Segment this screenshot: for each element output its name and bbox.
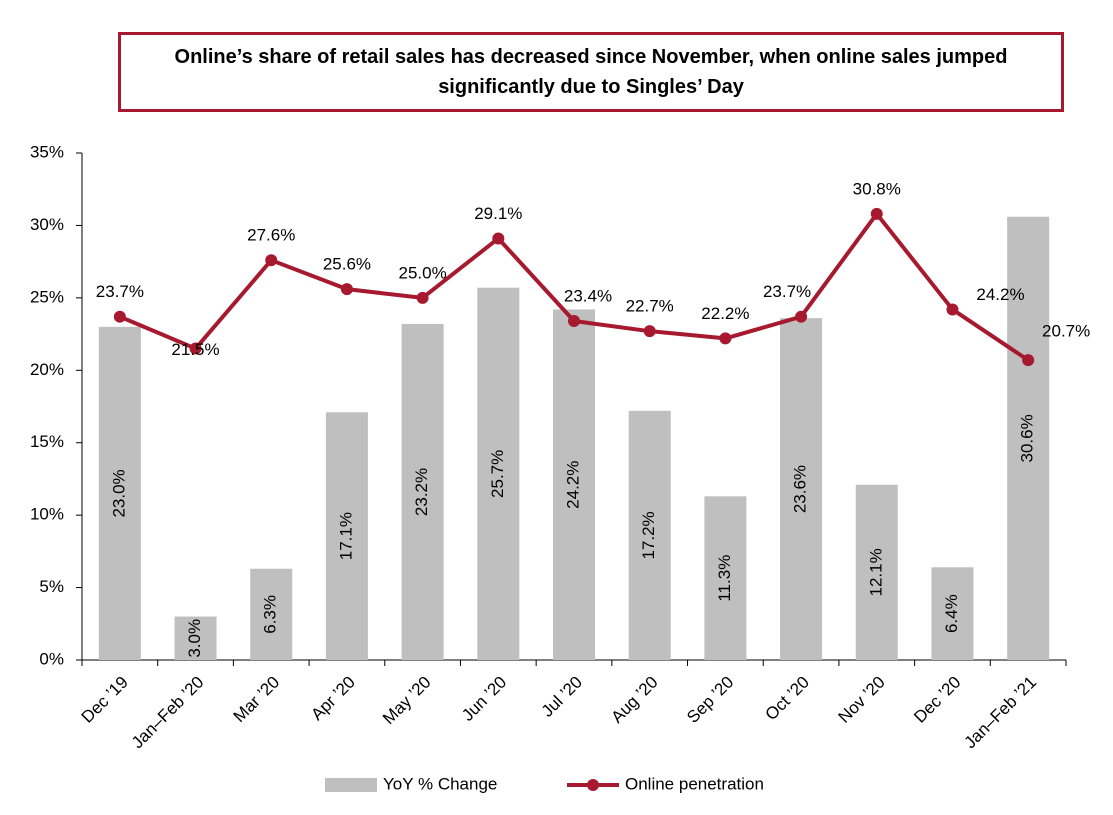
line-value-label: 21.5% <box>171 340 219 359</box>
bar <box>628 410 671 660</box>
line-value-label: 23.4% <box>564 287 612 306</box>
x-tick-label: Dec ’19 <box>78 673 132 727</box>
line-marker <box>265 254 278 267</box>
line-marker <box>113 310 126 323</box>
line-marker <box>870 207 883 220</box>
line-marker <box>492 232 505 245</box>
y-tick-label: 5% <box>39 577 64 596</box>
legend-label: YoY % Change <box>383 774 497 793</box>
bar-value-label: 17.1% <box>336 512 355 560</box>
bar <box>1007 216 1050 661</box>
line-marker <box>189 342 202 355</box>
bar-value-label: 23.0% <box>109 469 128 517</box>
line-value-label: 24.2% <box>976 285 1024 304</box>
bar <box>325 412 368 660</box>
bar-value-label: 6.3% <box>261 595 280 634</box>
legend-label: Online penetration <box>625 774 764 793</box>
legend-swatch <box>325 778 377 792</box>
line-value-label: 22.7% <box>626 297 674 316</box>
line-value-label: 23.7% <box>763 282 811 301</box>
line-marker <box>643 325 656 338</box>
bar <box>250 568 293 660</box>
line-marker <box>795 310 808 323</box>
line-value-label: 20.7% <box>1042 322 1090 341</box>
bar-value-label: 6.4% <box>942 594 961 633</box>
bar-value-label: 30.6% <box>1018 414 1037 462</box>
line-marker <box>568 315 580 328</box>
y-tick-label: 15% <box>30 432 64 451</box>
bar <box>931 567 974 660</box>
y-tick-label: 10% <box>30 505 64 524</box>
chart-title: Online’s share of retail sales has decre… <box>118 32 1064 112</box>
line-marker <box>719 332 732 345</box>
bar-value-label: 23.6% <box>791 465 810 513</box>
bar <box>553 309 595 660</box>
line-value-label: 23.7% <box>96 282 144 301</box>
line-value-label: 25.0% <box>399 263 447 282</box>
bar <box>780 318 823 660</box>
y-tick-label: 0% <box>39 649 64 668</box>
bar <box>174 616 217 660</box>
bar-value-label: 3.0% <box>185 619 204 658</box>
line-marker <box>1022 354 1035 367</box>
bar <box>704 496 747 660</box>
x-tick-label: Jan–Feb ’21 <box>961 673 1041 753</box>
x-tick-label: Jul ’20 <box>538 673 586 721</box>
x-tick-label: Sep ’20 <box>683 673 737 727</box>
bar-value-label: 24.2% <box>563 461 582 509</box>
bar <box>477 287 520 660</box>
y-tick-label: 25% <box>30 287 64 306</box>
bar <box>855 484 898 660</box>
bar-value-label: 17.2% <box>639 511 658 559</box>
x-tick-label: Nov ’20 <box>835 673 889 727</box>
x-tick-label: Jun ’20 <box>458 673 510 725</box>
bar-value-label: 23.2% <box>412 468 431 516</box>
x-tick-label: Aug ’20 <box>607 673 661 727</box>
line-value-label: 30.8% <box>853 179 901 198</box>
y-tick-label: 20% <box>30 360 64 379</box>
bar-value-label: 25.7% <box>488 450 507 498</box>
x-tick-label: May ’20 <box>379 673 435 729</box>
x-tick-label: Jan–Feb ’20 <box>128 673 208 753</box>
line-marker <box>416 291 429 304</box>
x-tick-label: Oct ’20 <box>762 673 814 725</box>
bar <box>401 323 444 660</box>
y-tick-label: 30% <box>30 215 64 234</box>
line-value-label: 27.6% <box>247 226 295 245</box>
line-value-label: 22.2% <box>701 304 749 323</box>
x-tick-label: Dec ’20 <box>910 673 964 727</box>
line-marker <box>946 303 959 316</box>
bar <box>98 326 141 660</box>
x-tick-label: Mar ’20 <box>230 673 284 727</box>
bar-value-label: 11.3% <box>715 555 734 602</box>
legend-swatch <box>587 779 599 791</box>
line-marker <box>340 283 353 296</box>
bar-value-label: 12.1% <box>866 548 885 596</box>
x-tick-label: Apr ’20 <box>307 673 359 725</box>
line-value-label: 29.1% <box>474 204 522 223</box>
y-tick-label: 35% <box>30 142 64 161</box>
line-value-label: 25.6% <box>323 255 371 274</box>
